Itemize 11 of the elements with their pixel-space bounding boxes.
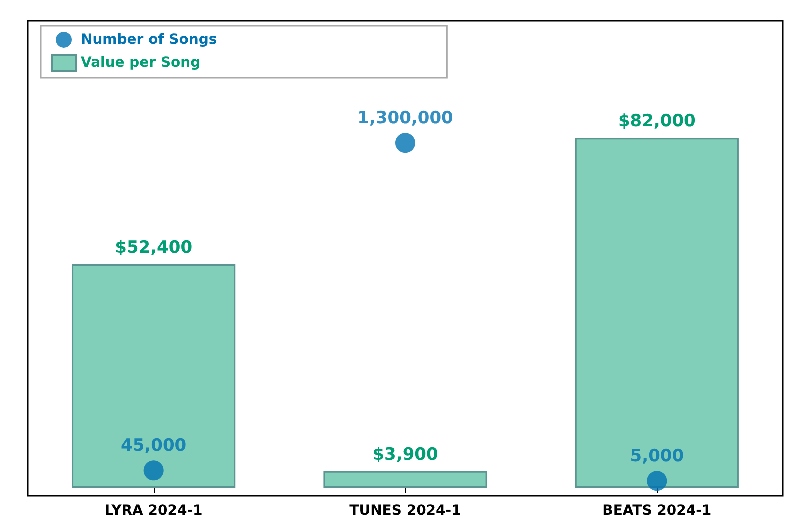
legend-label: Number of Songs — [81, 32, 218, 48]
data-label: $82,000 — [618, 112, 696, 132]
x-tick-label: BEATS 2024-1 — [602, 503, 712, 519]
data-label: $52,400 — [115, 238, 193, 258]
data-label: 45,000 — [121, 436, 187, 456]
legend-label: Value per Song — [81, 55, 201, 71]
x-tick-label: TUNES 2024-1 — [350, 503, 462, 519]
x-tick-label: LYRA 2024-1 — [104, 503, 203, 519]
data-label: 1,300,000 — [358, 108, 454, 129]
data-label: 5,000 — [630, 446, 684, 467]
data-label: $3,900 — [372, 444, 438, 465]
